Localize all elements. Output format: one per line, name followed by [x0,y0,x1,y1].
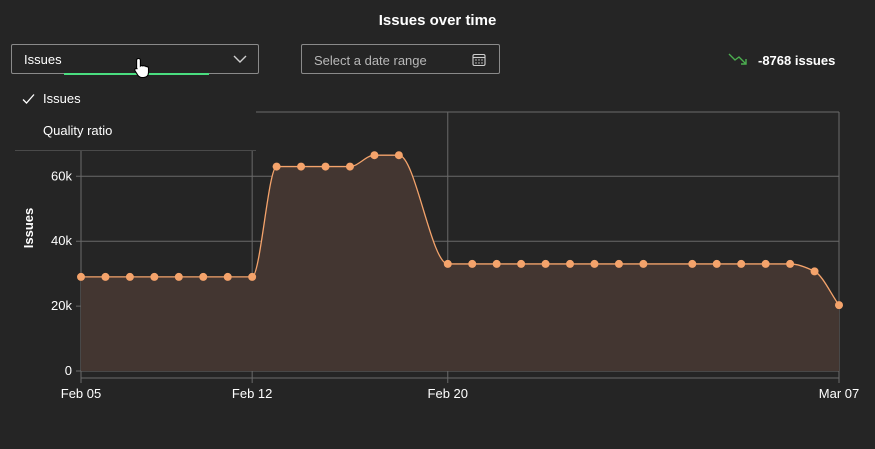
y-axis-ticks: 0 20k 40k 60k [51,168,72,378]
data-point[interactable] [199,272,208,281]
data-point[interactable] [590,259,599,268]
data-point[interactable] [345,162,354,171]
data-point[interactable] [174,272,183,281]
data-point[interactable] [712,259,721,268]
data-point[interactable] [150,272,159,281]
y-tick-label: 0 [65,363,72,378]
data-point[interactable] [321,162,330,171]
menu-item-label: Quality ratio [43,123,113,138]
trend-indicator: -8768 issues [728,51,835,69]
trend-down-icon [728,53,747,65]
x-tick-label: Feb 20 [428,386,468,401]
data-point[interactable] [566,259,575,268]
y-axis-label: Issues [21,208,36,248]
data-point[interactable] [639,259,648,268]
date-range-placeholder: Select a date range [314,53,427,68]
menu-item-label: Issues [43,91,81,106]
data-point[interactable] [297,162,306,171]
y-tick-label: 20k [51,298,72,313]
metric-dropdown-value: Issues [24,52,62,67]
data-point[interactable] [688,259,697,268]
calendar-icon[interactable] [472,53,486,67]
hand-cursor-icon [134,57,150,79]
y-tick-label: 40k [51,233,72,248]
data-points [77,151,843,310]
data-point[interactable] [468,259,477,268]
data-point[interactable] [272,162,281,171]
data-point[interactable] [101,272,110,281]
x-tick-label: Feb 12 [232,386,272,401]
data-point[interactable] [77,272,85,281]
x-axis-ticks: Feb 05 Feb 12 Feb 20 Mar 07 [61,386,859,401]
x-tick-label: Mar 07 [819,386,859,401]
data-point[interactable] [248,272,257,281]
data-point[interactable] [810,267,819,276]
data-point[interactable] [835,301,843,310]
metric-dropdown[interactable]: Issues [11,44,259,75]
chevron-down-icon [233,55,247,63]
data-point[interactable] [223,272,232,281]
data-point[interactable] [614,259,623,268]
menu-item-quality-ratio[interactable]: Quality ratio [15,116,256,146]
data-point[interactable] [394,151,403,160]
trend-text: -8768 issues [758,52,836,68]
data-point[interactable] [370,151,379,160]
data-point[interactable] [443,259,452,268]
data-point[interactable] [125,272,134,281]
data-point[interactable] [517,259,526,268]
chart-title: Issues over time [378,12,497,29]
date-range-input[interactable]: Select a date range [301,44,500,74]
data-point[interactable] [786,259,795,268]
data-point[interactable] [541,259,550,268]
data-point[interactable] [737,259,746,268]
x-tick-label: Feb 05 [61,386,101,401]
menu-item-issues[interactable]: Issues [15,84,256,114]
issues-area [81,155,839,371]
y-tick-label: 60k [51,168,72,183]
data-point[interactable] [761,259,770,268]
data-point[interactable] [492,259,501,268]
check-icon [22,94,35,104]
metric-dropdown-menu: Issues Quality ratio [15,84,256,151]
